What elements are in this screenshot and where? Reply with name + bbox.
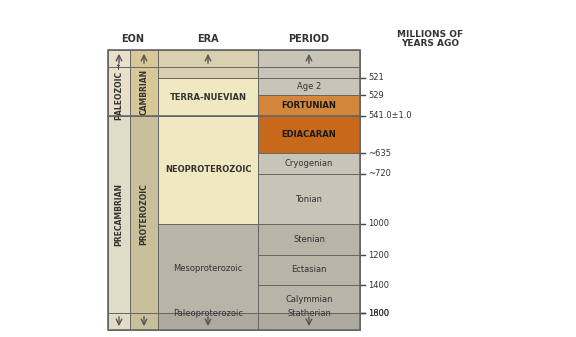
Text: Mesoproterozoic: Mesoproterozoic [173,264,242,273]
Bar [258,224,360,255]
Text: PERIOD: PERIOD [289,34,329,44]
Text: Statherian: Statherian [287,308,331,317]
Text: Calymmian: Calymmian [285,295,333,304]
Bar [108,50,130,67]
Text: EON: EON [122,34,145,44]
Bar [258,50,360,67]
Text: Stenian: Stenian [293,235,325,244]
Text: Age 2: Age 2 [297,82,321,91]
Text: 1000: 1000 [368,219,389,228]
Bar [158,78,258,116]
Bar [258,255,360,285]
Bar [258,116,360,153]
Text: 1400: 1400 [368,280,389,289]
Text: 1600: 1600 [368,308,389,317]
Bar [258,95,360,116]
Text: ERA: ERA [197,34,219,44]
Text: PRECAMBRIAN: PRECAMBRIAN [115,183,123,246]
Bar [130,67,158,116]
Text: MILLIONS OF: MILLIONS OF [397,30,463,39]
Text: Cryogenian: Cryogenian [285,159,333,168]
Text: PALEOZOIC →: PALEOZOIC → [115,63,123,120]
Text: PROTEROZOIC: PROTEROZOIC [139,184,149,245]
Text: FORTUNIAN: FORTUNIAN [282,101,336,110]
Bar [158,50,258,67]
Bar [158,313,258,330]
Bar [108,116,130,313]
Text: NEOPROTEROZOIC: NEOPROTEROZOIC [165,165,251,175]
Text: 1800: 1800 [368,308,389,317]
Bar [108,67,130,116]
Bar [258,78,360,95]
Bar [130,116,158,313]
Bar [258,174,360,224]
Text: EDIACARAN: EDIACARAN [282,130,336,139]
Text: TERRA-NUEVIAN: TERRA-NUEVIAN [169,92,247,101]
Bar [108,313,130,330]
Text: CAMBRIAN: CAMBRIAN [139,68,149,115]
Text: Ectasian: Ectasian [291,266,327,275]
Bar [258,67,360,78]
Text: YEARS AGO: YEARS AGO [401,39,459,48]
Text: ~635: ~635 [368,149,391,157]
Text: Paleoproterozoic: Paleoproterozoic [173,308,243,317]
Text: ~720: ~720 [368,170,391,179]
Bar [130,313,158,330]
Bar [158,224,258,313]
Bar [130,50,158,67]
Text: Tonian: Tonian [295,194,323,204]
Bar [158,116,258,224]
Bar [108,50,360,330]
Text: 521: 521 [368,73,384,83]
Text: 1200: 1200 [368,250,389,259]
Bar [258,285,360,313]
Bar [158,67,258,78]
Text: 541.0±1.0: 541.0±1.0 [368,112,412,121]
Text: 529: 529 [368,91,384,99]
Bar [258,313,360,330]
Bar [258,153,360,174]
